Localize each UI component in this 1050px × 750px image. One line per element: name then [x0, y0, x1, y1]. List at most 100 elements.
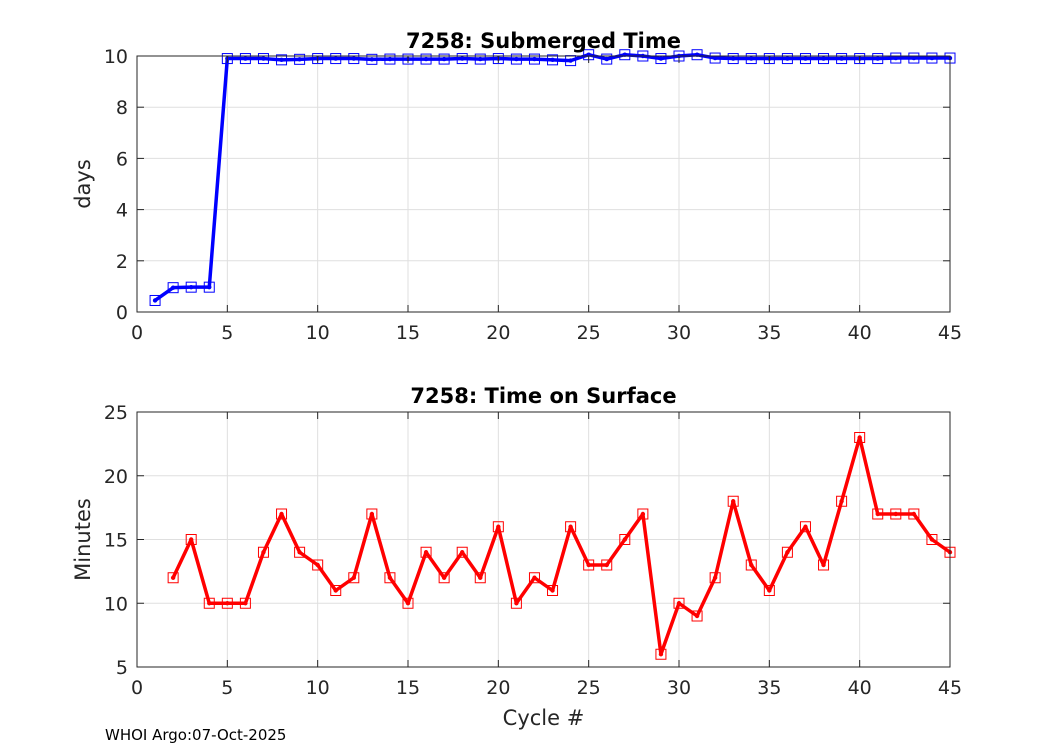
y-tick-label: 4	[116, 200, 128, 222]
data-point	[514, 56, 519, 62]
data-point-marker	[203, 597, 215, 609]
data-point-marker	[149, 294, 161, 306]
data-point-marker	[456, 53, 468, 65]
data-point-marker	[221, 597, 233, 609]
footer-credit: WHOI Argo:07-Oct-2025	[105, 726, 286, 744]
data-point	[351, 575, 356, 580]
data-point-marker	[619, 49, 631, 61]
data-point-marker	[438, 572, 450, 584]
data-point	[857, 435, 862, 440]
data-point-marker	[781, 53, 793, 65]
data-point	[478, 575, 483, 580]
data-point	[351, 56, 356, 61]
data-point-marker	[745, 53, 757, 65]
x-tick-label: 10	[306, 677, 330, 699]
data-point	[478, 56, 483, 62]
data-point	[279, 511, 284, 517]
data-point-marker	[330, 53, 342, 65]
y-tick-label: 8	[116, 97, 128, 119]
data-point	[279, 57, 284, 63]
data-point-marker	[637, 508, 649, 520]
data-point-marker	[547, 585, 559, 596]
y-tick-label: 25	[104, 402, 128, 424]
data-point-marker	[384, 572, 396, 584]
x-tick-label: 25	[577, 322, 601, 344]
data-point-marker	[727, 495, 739, 507]
data-point	[893, 55, 898, 61]
data-point-marker	[799, 53, 811, 65]
data-point	[640, 511, 646, 517]
data-point	[658, 56, 664, 61]
y-tick-label: 10	[104, 593, 128, 615]
data-point-marker	[908, 52, 920, 64]
data-point	[152, 298, 158, 303]
ticks: 0 5 10 15 20 25 30 35 40 45 0 2 4 6 8 10	[104, 46, 962, 344]
data-point	[929, 55, 935, 61]
data-point	[568, 524, 573, 529]
data-point-marker	[185, 281, 197, 293]
data-point-marker	[402, 597, 414, 609]
chart-title: 7258: Time on Surface	[410, 384, 676, 408]
data-point-marker	[366, 53, 378, 65]
data-point	[785, 550, 790, 555]
data-point	[731, 56, 736, 61]
data-point	[694, 613, 700, 619]
x-tick-label: 25	[577, 677, 601, 699]
data-point-marker	[926, 52, 938, 64]
data-point-marker	[257, 546, 269, 558]
series	[149, 49, 956, 306]
y-axis-label: Minutes	[71, 498, 95, 581]
x-tick-label: 5	[221, 677, 233, 699]
y-tick-label: 6	[116, 148, 128, 170]
data-point-marker	[330, 585, 342, 596]
axes-box	[136, 55, 951, 313]
x-tick-label: 35	[757, 677, 781, 699]
x-tick-label: 20	[486, 677, 510, 699]
x-tick-label: 45	[938, 322, 962, 344]
data-point	[441, 56, 447, 62]
submerged-time-chart: 0 5 10 15 20 25 30 35 40 45 0 2 4 6 8 10 7258: Submerge…	[71, 29, 962, 344]
plot-area	[137, 56, 950, 312]
data-point	[622, 537, 627, 542]
data-point	[749, 562, 754, 568]
data-point-marker	[348, 53, 360, 65]
data-point-marker	[510, 597, 522, 609]
data-point-marker	[167, 572, 179, 584]
data-point-marker	[818, 53, 830, 65]
data-point	[712, 575, 718, 580]
data-point-marker	[492, 521, 504, 533]
x-tick-label: 40	[848, 322, 872, 344]
data-point-marker	[312, 53, 324, 65]
data-point-marker	[872, 53, 884, 65]
data-point	[243, 56, 248, 61]
x-tick-label: 15	[396, 677, 420, 699]
data-point-marker	[276, 54, 288, 66]
data-point-marker	[366, 508, 378, 520]
y-tick-label: 2	[116, 251, 128, 273]
x-tick-label: 40	[848, 677, 872, 699]
data-point	[333, 588, 338, 593]
data-point	[821, 562, 826, 568]
data-point	[170, 285, 176, 290]
data-point	[405, 601, 411, 606]
data-point-marker	[547, 54, 559, 66]
data-point	[387, 575, 393, 580]
data-point	[496, 524, 501, 529]
data-point	[387, 56, 393, 62]
y-tick-label: 5	[116, 657, 128, 679]
data-point	[875, 56, 880, 61]
data-point-marker	[926, 534, 938, 545]
x-tick-label: 30	[667, 322, 691, 344]
data-point-marker	[239, 53, 251, 65]
data-point	[441, 575, 447, 580]
data-point-marker	[312, 559, 324, 571]
data-point-marker	[420, 546, 432, 558]
data-point-marker	[474, 53, 486, 65]
data-point	[369, 511, 375, 517]
data-point	[731, 499, 736, 504]
data-point-marker	[239, 597, 251, 609]
data-point-marker	[709, 52, 721, 64]
data-point	[315, 562, 320, 568]
